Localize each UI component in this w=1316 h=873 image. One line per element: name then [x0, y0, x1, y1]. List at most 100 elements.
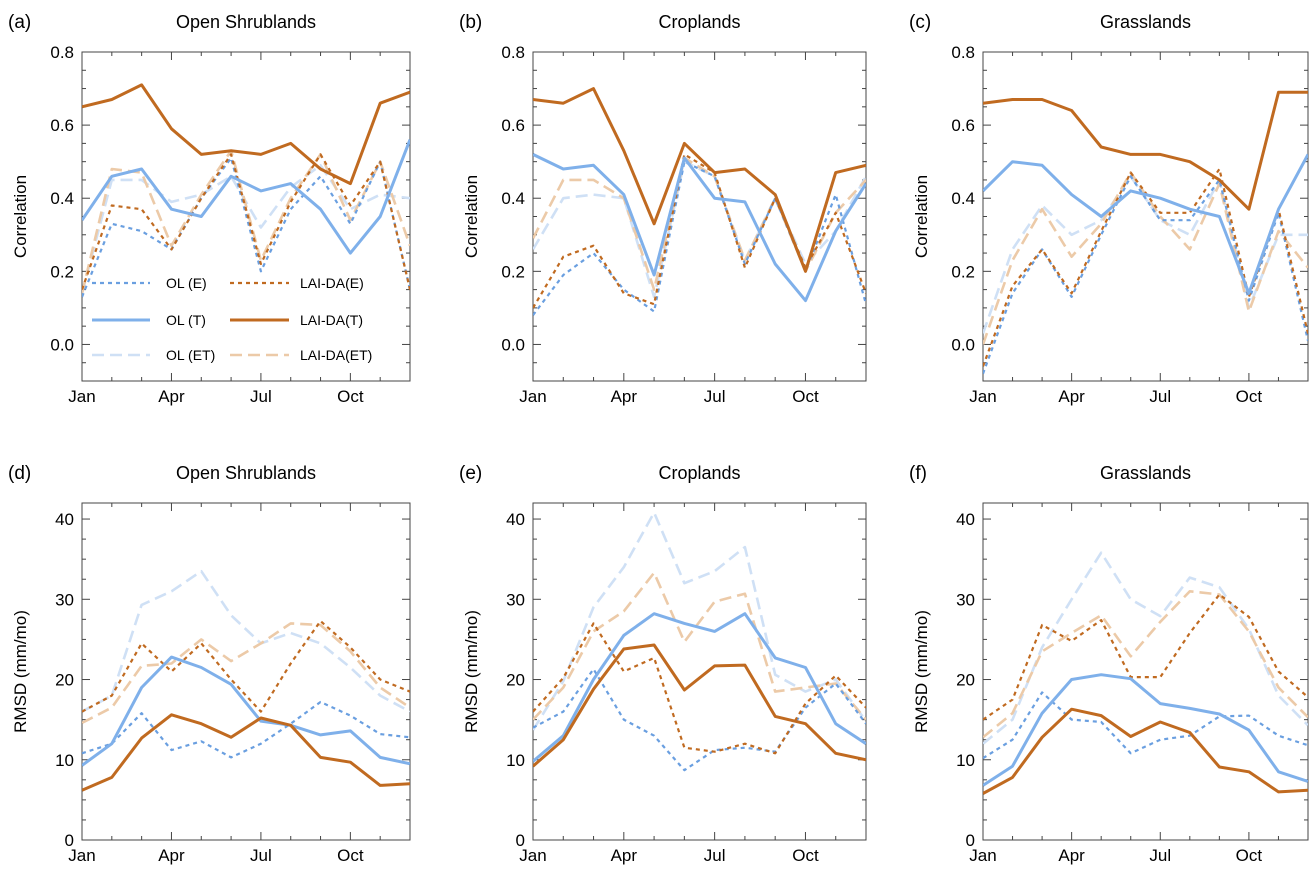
y-tick-label: 20: [506, 671, 525, 690]
y-axis-label: Correlation: [11, 175, 30, 258]
y-tick-label: 0.0: [501, 335, 525, 354]
panel-title: Open Shrublands: [176, 12, 316, 32]
y-tick-label: 30: [55, 590, 74, 609]
x-tick-label: Oct: [1236, 846, 1263, 865]
series-line-lai-da-e: [983, 593, 1308, 721]
y-tick-label: 0: [516, 831, 525, 850]
legend-label: LAI-DA(E): [300, 275, 364, 291]
series-line-ol-e: [983, 175, 1308, 375]
legend: OL (E) LAI-DA(E) OL (T) LAI-DA(T) OL (ET) LAI…: [92, 275, 372, 363]
plot-frame: [532, 502, 867, 841]
x-tick-label: Jan: [68, 387, 95, 406]
x-tick-label: Apr: [158, 846, 185, 865]
legend-label: LAI-DA(ET): [300, 347, 372, 363]
y-tick-label: 20: [956, 671, 975, 690]
y-tick-label: 0.2: [50, 262, 74, 281]
series-line-ol-e: [533, 667, 866, 772]
series-line-lai-da-t: [82, 713, 410, 792]
x-tick-label: Jan: [969, 846, 996, 865]
y-tick-label: 0: [966, 831, 975, 850]
series-line-ol-et: [533, 511, 866, 731]
series-line-lai-da-et: [533, 156, 866, 291]
panel-title: Croplands: [658, 463, 740, 483]
series-line-ol-t: [82, 655, 410, 767]
y-tick-label: 10: [55, 751, 74, 770]
series-line-ol-et: [983, 175, 1308, 334]
y-tick-label: 0.8: [951, 43, 975, 62]
y-tick-label: 40: [956, 510, 975, 529]
y-tick-label: 20: [55, 671, 74, 690]
series-line-lai-da-t: [533, 87, 866, 273]
x-tick-label: Oct: [337, 387, 364, 406]
chart-panel-b: 0.0 0.2 0.4 0.6 0.8 Jan Apr Jul Oct Correlation (b…: [459, 12, 867, 406]
y-tick-label: 0: [65, 831, 74, 850]
y-tick-label: 0.2: [951, 262, 975, 281]
x-tick-label: Apr: [611, 846, 638, 865]
y-axis-label: RMSD (mm/mo): [462, 610, 481, 733]
x-tick-label: Apr: [1058, 387, 1085, 406]
x-tick-label: Oct: [792, 387, 819, 406]
y-tick-label: 0.4: [501, 189, 525, 208]
y-axis-label: Correlation: [462, 175, 481, 258]
x-tick-label: Oct: [1236, 387, 1263, 406]
series-line-lai-da-t: [82, 83, 410, 186]
series-line-ol-t: [983, 673, 1308, 787]
series-line-lai-da-t: [983, 707, 1308, 795]
y-tick-label: 0.4: [50, 189, 74, 208]
series-line-lai-da-et: [533, 571, 866, 721]
y-tick-label: 0.6: [50, 116, 74, 135]
y-tick-label: 0.4: [951, 189, 975, 208]
legend-label: LAI-DA(T): [300, 312, 363, 328]
panel-letter: (c): [909, 12, 931, 33]
chart-panel-c: 0.0 0.2 0.4 0.6 0.8 Jan Apr Jul Oct Correlation (c…: [909, 12, 1309, 406]
series-line-lai-da-e: [82, 619, 410, 713]
y-tick-label: 10: [956, 751, 975, 770]
series-line-ol-e: [82, 700, 410, 759]
legend-label: OL (ET): [166, 347, 215, 363]
plot-frame: [982, 502, 1309, 841]
panel-letter: (d): [8, 463, 31, 484]
y-tick-label: 0.0: [50, 335, 74, 354]
panel-letter: (f): [909, 463, 927, 484]
plot-frame: [81, 502, 411, 841]
panel-letter: (a): [8, 12, 31, 33]
y-tick-label: 0.0: [951, 335, 975, 354]
series-line-ol-t: [983, 153, 1308, 295]
plot-frame: [982, 51, 1309, 382]
plot-frame: [532, 51, 867, 382]
panel-title: Grasslands: [1100, 12, 1191, 32]
panel-title: Open Shrublands: [176, 463, 316, 483]
x-tick-label: Oct: [337, 846, 364, 865]
y-tick-label: 40: [55, 510, 74, 529]
x-tick-label: Jul: [250, 387, 272, 406]
x-tick-label: Oct: [792, 846, 819, 865]
series-line-lai-da-t: [533, 643, 866, 768]
series-line-lai-da-et: [82, 149, 410, 294]
x-tick-label: Jan: [519, 846, 546, 865]
panel-letter: (b): [459, 12, 482, 33]
y-axis-label: RMSD (mm/mo): [11, 610, 30, 733]
panel-title: Croplands: [658, 12, 740, 32]
panel-letter: (e): [459, 463, 482, 484]
x-tick-label: Jan: [68, 846, 95, 865]
series-line-ol-t: [533, 612, 866, 763]
series-line-ol-t: [533, 153, 866, 303]
panel-title: Grasslands: [1100, 463, 1191, 483]
chart-panel-f: 0 10 20 30 40 Jan Apr Jul Oct RMSD (mm/mo) (f) Gras…: [909, 463, 1309, 865]
legend-label: OL (E): [166, 275, 207, 291]
y-tick-label: 0.8: [50, 43, 74, 62]
series-line-lai-da-t: [983, 90, 1308, 211]
x-tick-label: Jan: [969, 387, 996, 406]
legend-label: OL (T): [166, 312, 206, 328]
x-tick-label: Jul: [704, 387, 726, 406]
y-tick-label: 0.6: [951, 116, 975, 135]
chart-panel-e: 0 10 20 30 40 Jan Apr Jul Oct RMSD (mm/mo) (e) Crop…: [459, 463, 867, 865]
x-tick-label: Jul: [1149, 387, 1171, 406]
y-tick-label: 10: [506, 751, 525, 770]
x-tick-label: Jul: [1149, 846, 1171, 865]
x-tick-label: Apr: [611, 387, 638, 406]
series-line-lai-da-e: [82, 153, 410, 290]
series-line-lai-da-et: [983, 589, 1308, 739]
chart-panel-a: 0.0 0.2 0.4 0.6 0.8 Jan Apr Jul Oct Correlation (a…: [8, 12, 411, 406]
